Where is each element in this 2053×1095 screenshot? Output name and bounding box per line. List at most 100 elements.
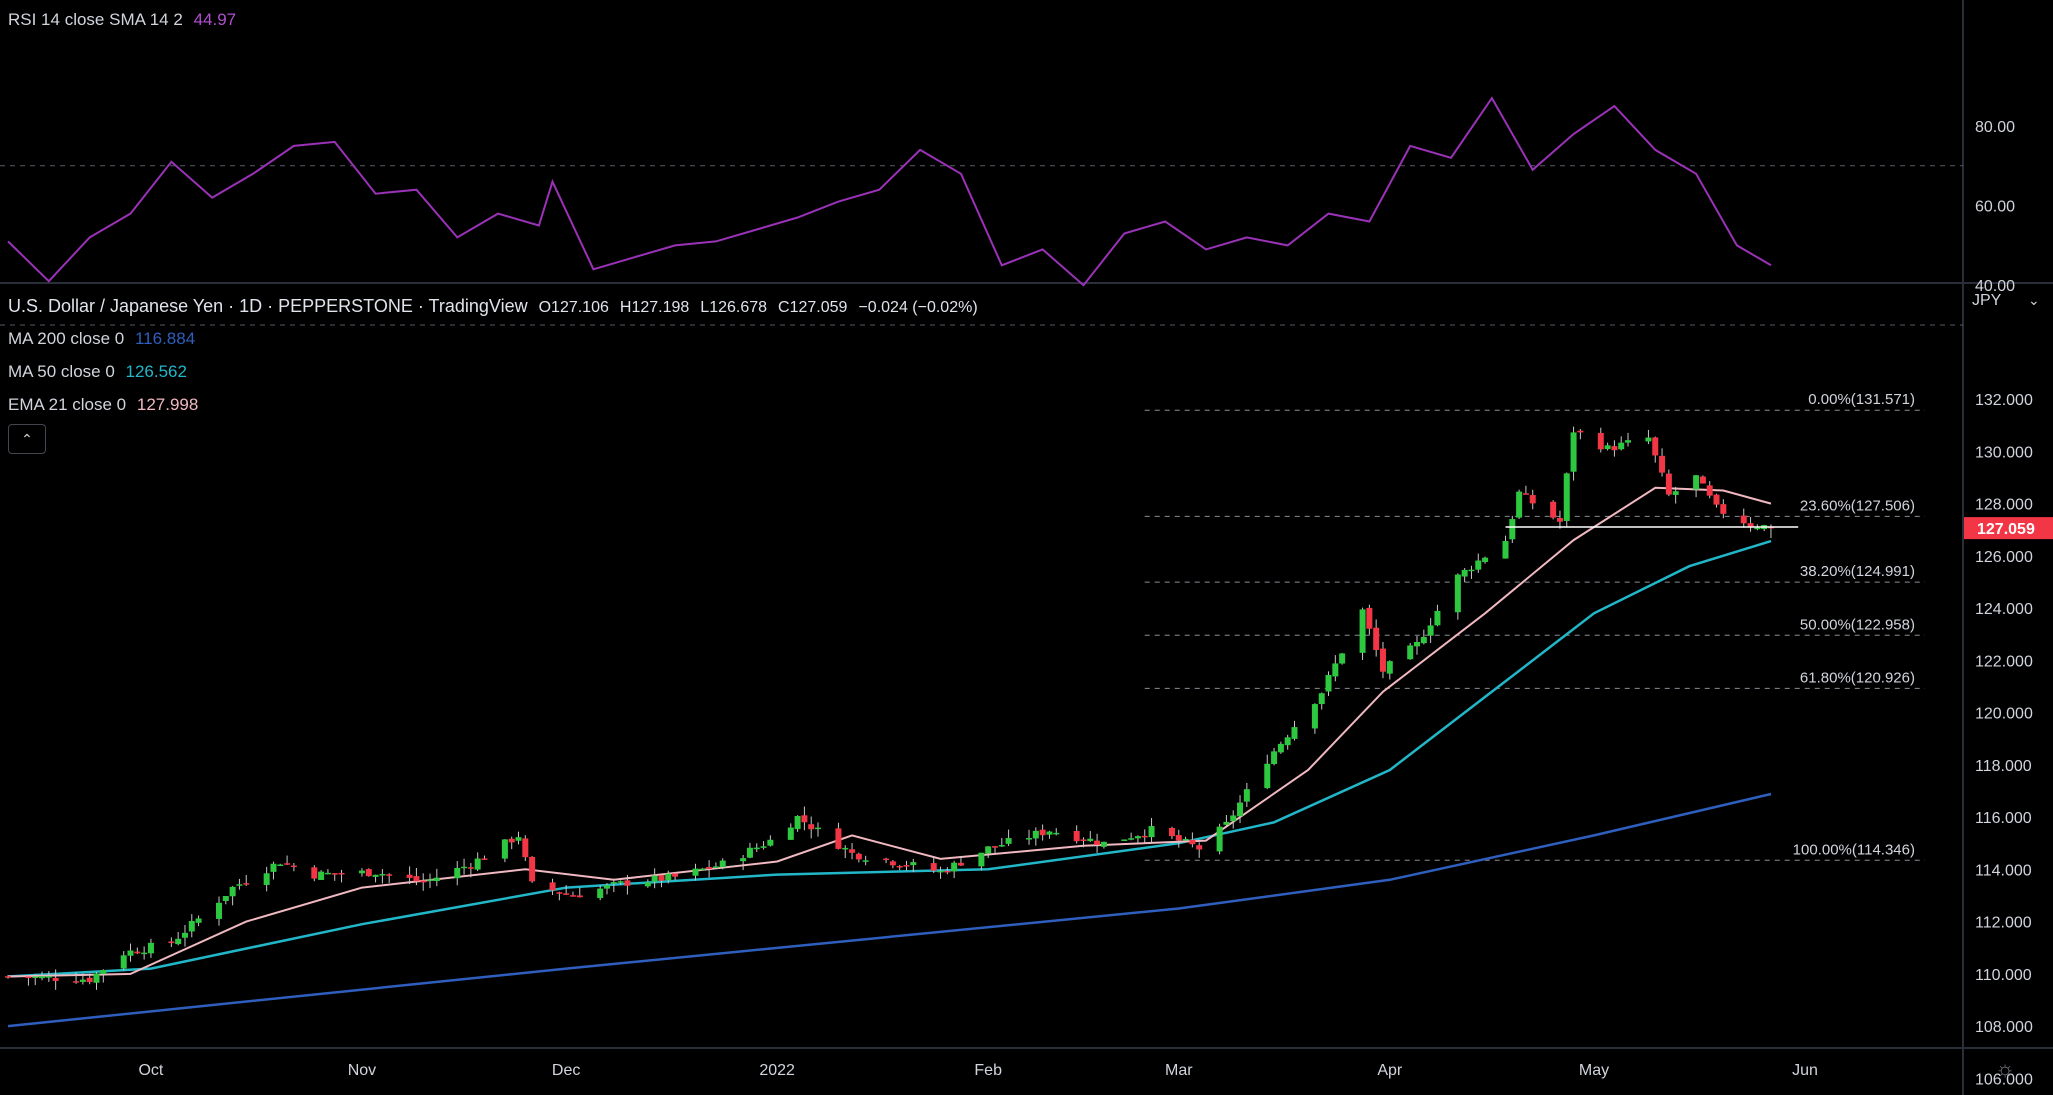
ohlc-change: −0.024 (−0.02%): [858, 299, 978, 316]
candle-body: [1032, 830, 1039, 839]
candle-body: [1284, 737, 1291, 746]
candle-body: [147, 942, 154, 954]
candle-body: [1529, 495, 1536, 504]
candle-body: [1141, 835, 1148, 838]
candle-body: [1611, 446, 1618, 451]
candle-body: [1073, 830, 1080, 842]
candle-body: [1693, 475, 1700, 490]
candle-body: [433, 877, 440, 882]
rsi-legend: RSI 14 close SMA 14 2 44.97: [8, 10, 242, 30]
candle-body: [597, 888, 604, 899]
candle-body: [903, 865, 910, 867]
candle-body: [1434, 610, 1441, 626]
ema21-line: [7, 486, 1772, 978]
candle-body: [719, 860, 726, 868]
candle-body: [658, 875, 665, 881]
candle-body: [181, 932, 188, 938]
candle-body: [665, 873, 672, 881]
candle-body: [1720, 504, 1727, 514]
candle-body: [1740, 515, 1747, 524]
candle-body: [1026, 838, 1033, 840]
candle-body: [1659, 455, 1666, 473]
candle-body: [563, 893, 570, 895]
candle-body: [1223, 821, 1230, 825]
candle-body: [127, 950, 134, 956]
candle-body: [699, 868, 706, 871]
candle-body: [1271, 751, 1278, 765]
fib-level-label: 23.60%(127.506): [1800, 497, 1915, 514]
candle-body: [284, 863, 291, 865]
candle-body: [1427, 625, 1434, 636]
ohlc-low: L126.678: [700, 299, 768, 316]
candle-body: [889, 861, 896, 866]
candle-body: [1094, 840, 1101, 845]
candle-body: [617, 881, 624, 883]
candle-body: [188, 920, 195, 932]
candle-body: [746, 847, 753, 858]
settings-icon[interactable]: ☼: [1995, 1056, 2016, 1081]
candle-body: [1087, 838, 1094, 842]
candle-body: [760, 846, 767, 848]
candle-body: [1311, 704, 1318, 729]
candle-body: [79, 979, 86, 982]
candle-body: [991, 846, 998, 848]
candle-body: [474, 858, 481, 870]
candle-body: [1080, 839, 1087, 841]
price-tick-label: 128.000: [1975, 497, 2033, 514]
chevron-up-icon: ⌃: [21, 431, 33, 447]
price-tick-label: 108.000: [1975, 1019, 2033, 1036]
indicator-ema21[interactable]: EMA 21 close 0 127.998: [8, 395, 204, 415]
candle-body: [522, 838, 529, 858]
candle-body: [229, 886, 236, 897]
candle-body: [331, 873, 338, 875]
candle-body: [1005, 838, 1012, 844]
candle-body: [5, 976, 11, 978]
candle-body: [1407, 645, 1414, 660]
rsi-legend-label: RSI 14 close SMA 14 2: [8, 10, 183, 29]
candle-body: [1414, 642, 1421, 647]
time-tick-label: Dec: [552, 1062, 580, 1079]
candle-body: [930, 863, 937, 871]
candle-body: [978, 852, 985, 867]
price-tick-label: 122.000: [1975, 653, 2033, 670]
candle-body: [120, 955, 127, 969]
candle-body: [712, 866, 719, 868]
price-tick-label: 124.000: [1975, 601, 2033, 618]
indicator-ma200[interactable]: MA 200 close 0 116.884: [8, 329, 201, 349]
collapse-legend-button[interactable]: ⌃: [8, 424, 46, 454]
candle-body: [1754, 527, 1761, 530]
ohlc-high: H127.198: [619, 299, 690, 316]
candle-body: [32, 976, 39, 979]
candle-body: [1604, 445, 1611, 450]
candle-body: [1318, 693, 1325, 705]
fib-level-label: 0.00%(131.571): [1808, 391, 1915, 408]
candle-body: [672, 873, 679, 877]
candle-body: [454, 867, 461, 879]
candle-body: [134, 951, 141, 954]
rsi-tick-label: 80.00: [1975, 119, 2015, 136]
currency-selector[interactable]: JPY: [1972, 292, 2002, 309]
rsi-legend-value: 44.97: [193, 10, 237, 29]
candle-body: [365, 869, 372, 877]
candle-body: [1332, 663, 1339, 677]
candle-body: [1100, 841, 1107, 847]
candle-body: [1482, 557, 1489, 562]
candle-body: [1325, 675, 1332, 692]
price-pane: 0.00%(131.571) 23.60%(127.506) 38.20%(124.…: [5, 391, 1925, 1028]
candle-body: [1168, 827, 1175, 837]
candle-body: [1645, 437, 1652, 442]
candle-body: [25, 976, 32, 979]
indicator-ma50[interactable]: MA 50 close 0 126.562: [8, 362, 193, 382]
candle-body: [1672, 491, 1679, 495]
candle-body: [604, 885, 610, 889]
fib-level-label: 100.00%(114.346): [1793, 841, 1915, 858]
candle-body: [1196, 845, 1203, 850]
candle-body: [216, 902, 223, 919]
candle-body: [236, 884, 243, 886]
candle-body: [1134, 836, 1141, 839]
chevron-down-icon[interactable]: ⌄: [2028, 292, 2040, 308]
candle-body: [549, 882, 556, 891]
ohlc-open: O127.106: [538, 299, 609, 316]
